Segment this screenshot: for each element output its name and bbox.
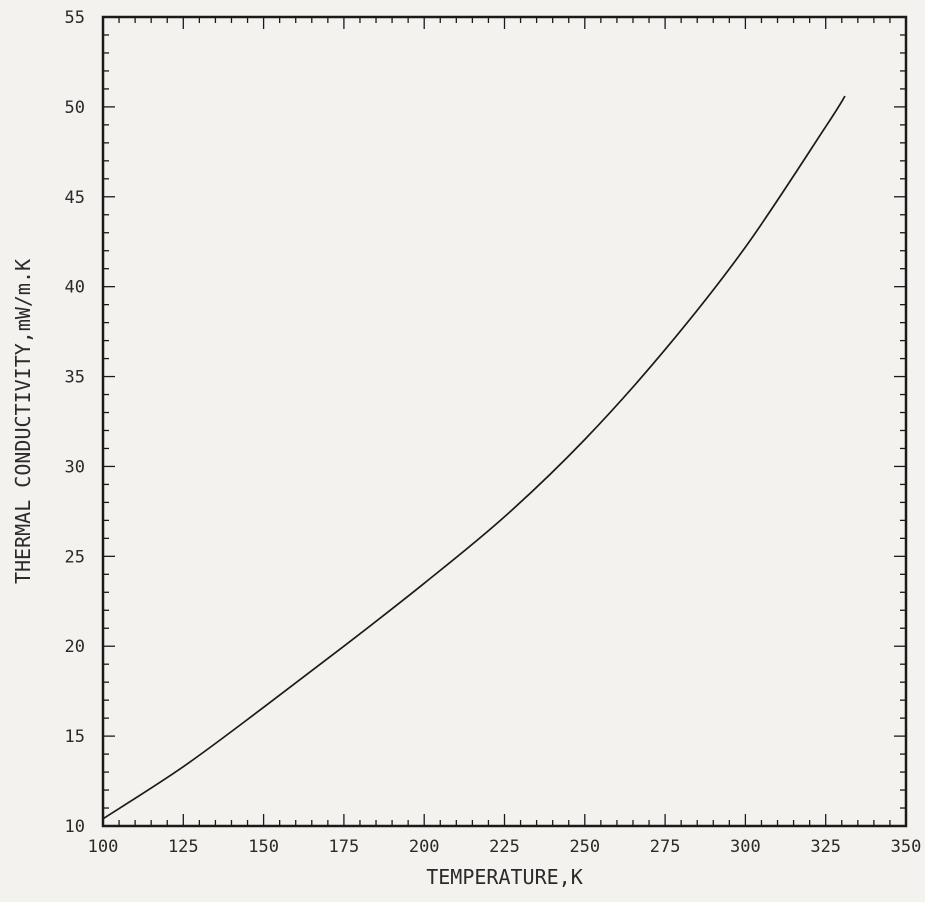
y-tick-label: 15 xyxy=(65,727,85,747)
x-tick-label: 225 xyxy=(489,837,520,857)
axis-ticks xyxy=(102,16,907,827)
plot-frame xyxy=(101,15,908,828)
x-tick-label: 125 xyxy=(168,837,199,857)
y-tick-label: 50 xyxy=(65,98,85,118)
tick-labels: 100 125 150 175 200 225 250 275 300 325 350 10 15 20 2… xyxy=(65,8,922,857)
series-layer xyxy=(102,95,846,820)
y-tick-label: 20 xyxy=(65,637,85,657)
x-tick-label: 150 xyxy=(248,837,279,857)
y-tick-label: 40 xyxy=(65,278,85,298)
x-tick-label: 300 xyxy=(730,837,761,857)
x-tick-label: 250 xyxy=(569,837,600,857)
x-tick-label: 275 xyxy=(650,837,681,857)
series-line-0 xyxy=(102,95,846,820)
y-axis-label: THERMAL CONDUCTIVITY,mW/m.K xyxy=(11,259,35,584)
y-tick-label: 35 xyxy=(65,368,85,388)
y-tick-label: 10 xyxy=(65,817,85,837)
x-tick-label: 100 xyxy=(88,837,119,857)
y-tick-label: 45 xyxy=(65,188,85,208)
x-tick-label: 350 xyxy=(891,837,922,857)
y-tick-label: 25 xyxy=(65,547,85,567)
x-tick-label: 175 xyxy=(329,837,360,857)
x-axis-label: TEMPERATURE,K xyxy=(426,865,583,889)
x-tick-label: 325 xyxy=(810,837,841,857)
x-tick-label: 200 xyxy=(409,837,440,857)
y-tick-label: 55 xyxy=(65,8,85,28)
y-tick-label: 30 xyxy=(65,457,85,477)
